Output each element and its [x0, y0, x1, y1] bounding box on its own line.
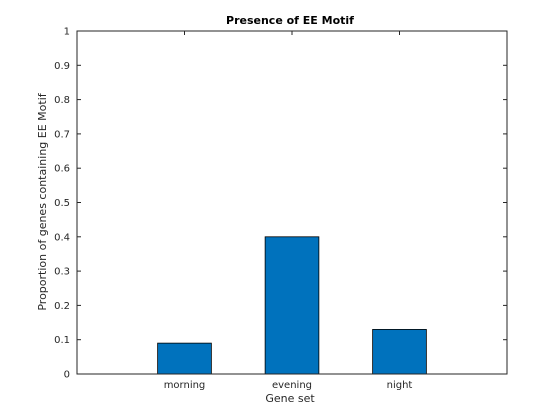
y-tick-label: 1 — [64, 27, 70, 38]
y-tick-label: 0 — [64, 370, 70, 381]
x-tick-label: evening — [272, 380, 312, 391]
y-tick-label: 0.1 — [54, 335, 70, 346]
y-tick-label: 0.9 — [54, 61, 70, 72]
y-tick-label: 0.4 — [54, 232, 70, 243]
bar-morning — [157, 342, 212, 375]
x-axis-label: Gene set — [265, 392, 315, 405]
axis-ticks: 0 0.1 0.2 0.3 0.4 0.5 0.6 0.7 0.8 0.9 1 morning even… — [54, 27, 507, 391]
y-tick-label: 0.8 — [54, 95, 70, 106]
chart-title: Presence of EE Motif — [226, 14, 354, 27]
x-tick-label: morning — [164, 380, 206, 391]
y-tick-label: 0.6 — [54, 164, 70, 175]
y-tick-label: 0.5 — [54, 198, 70, 209]
y-tick-label: 0.3 — [54, 267, 70, 278]
bar-night — [372, 329, 427, 375]
y-axis-label: Proportion of genes containing EE Motif — [36, 92, 49, 310]
y-tick-label: 0.2 — [54, 301, 70, 312]
x-tick-label: night — [387, 380, 413, 391]
y-tick-label: 0.7 — [54, 129, 70, 140]
bars — [157, 236, 427, 375]
bar-evening — [264, 236, 320, 375]
plot-frame — [76, 30, 508, 375]
